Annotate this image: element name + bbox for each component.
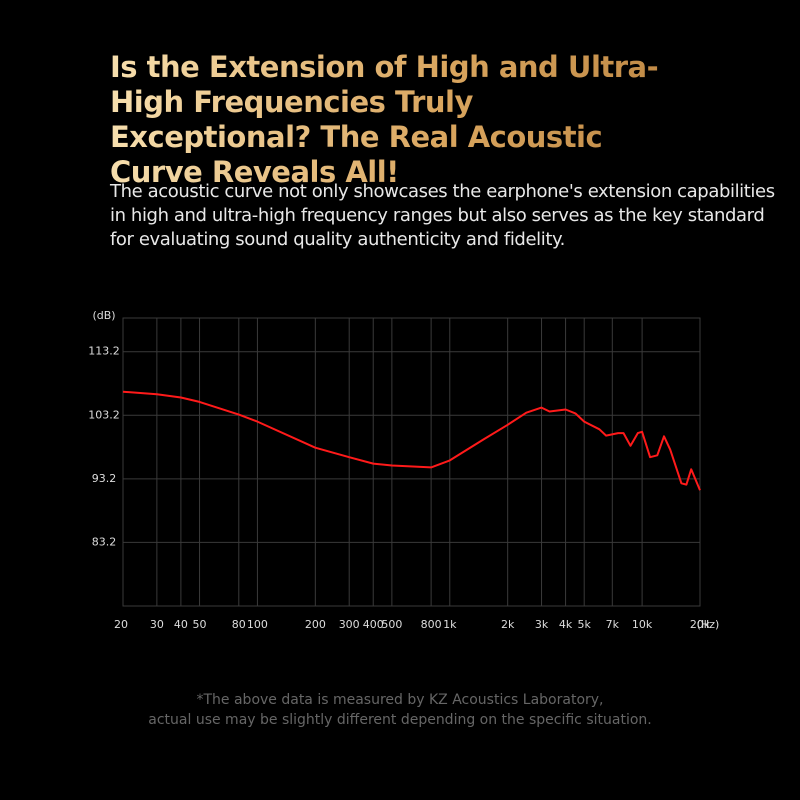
x-tick-label: 500 — [381, 618, 402, 631]
x-tick-label: 2k — [501, 618, 515, 631]
x-tick-label: 10k — [632, 618, 653, 631]
x-tick-label: 20k — [690, 618, 711, 631]
x-tick-label: 3k — [535, 618, 549, 631]
x-tick-label: 100 — [247, 618, 268, 631]
x-tick-label: 30 — [150, 618, 164, 631]
y-tick-label: 83.2 — [92, 535, 117, 548]
x-tick-label: 50 — [193, 618, 207, 631]
x-tick-label: 7k — [606, 618, 620, 631]
y-tick-label: 93.2 — [92, 472, 117, 485]
x-tick-label: 300 — [339, 618, 360, 631]
footnote-line: *The above data is measured by KZ Acoust… — [196, 692, 604, 708]
x-tick-label: 400 — [363, 618, 384, 631]
title: Is the Extension of High and Ultra-High … — [110, 50, 670, 190]
footnote: *The above data is measured by KZ Acoust… — [0, 690, 800, 730]
x-tick-label: 200 — [305, 618, 326, 631]
footnote-line: actual use may be slightly different dep… — [148, 712, 652, 728]
subtitle: The acoustic curve not only showcases th… — [110, 181, 775, 250]
x-tick-label: 80 — [232, 618, 246, 631]
x-tick-label: 20 — [114, 618, 128, 631]
x-tick-label: 4k — [559, 618, 573, 631]
x-unit: (Hz) — [697, 618, 720, 631]
plot-frame — [122, 317, 701, 607]
x-tick-label: 800 — [421, 618, 442, 631]
x-tick-label: 40 — [174, 618, 188, 631]
y-tick-label: 103.2 — [88, 408, 120, 421]
y-tick-label: 113.2 — [88, 345, 120, 358]
response-curve — [122, 390, 701, 491]
y-unit: (dB) — [92, 309, 115, 322]
x-tick-label: 1k — [443, 618, 457, 631]
x-tick-label: 5k — [578, 618, 592, 631]
